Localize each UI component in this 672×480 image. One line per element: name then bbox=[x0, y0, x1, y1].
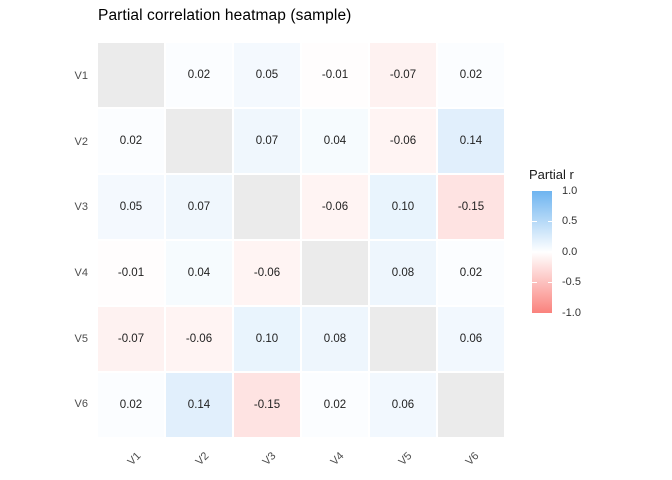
heatmap-cell-na bbox=[302, 241, 368, 305]
heatmap-cell: 0.07 bbox=[166, 175, 232, 239]
colorbar-tick bbox=[532, 220, 537, 223]
y-axis-label: V6 bbox=[74, 398, 88, 411]
heatmap-cell: -0.06 bbox=[302, 175, 368, 239]
heatmap-cell: 0.07 bbox=[234, 109, 300, 173]
heatmap-cell-na bbox=[166, 109, 232, 173]
heatmap-cell: 0.06 bbox=[438, 307, 504, 371]
heatmap-cell: 0.14 bbox=[166, 373, 232, 437]
heatmap-cell: -0.15 bbox=[234, 373, 300, 437]
legend-tick-label: 0.5 bbox=[562, 215, 578, 227]
legend-tick-label: 1.0 bbox=[562, 184, 578, 197]
heatmap-cell: 0.08 bbox=[302, 307, 368, 371]
heatmap-cell: 0.06 bbox=[370, 373, 436, 437]
y-axis-label: V2 bbox=[74, 135, 88, 148]
heatmap-cell: 0.02 bbox=[302, 373, 368, 437]
heatmap-cell: 0.04 bbox=[166, 241, 232, 305]
heatmap-cell: -0.01 bbox=[98, 241, 164, 305]
legend-tick-label: -1.0 bbox=[562, 306, 581, 319]
heatmap-panel: 0.02 0.05 -0.01 -0.07 0.02 0.02 0.07 0.04 -0.06 0… bbox=[98, 43, 504, 437]
heatmap-cell: 0.10 bbox=[234, 307, 300, 371]
heatmap-cell: 0.05 bbox=[234, 43, 300, 107]
heatmap-cell: 0.02 bbox=[166, 43, 232, 107]
heatmap-cell-na bbox=[370, 307, 436, 371]
colorbar-tick bbox=[547, 281, 552, 284]
colorbar-tick bbox=[532, 281, 537, 284]
heatmap-cell: -0.07 bbox=[98, 307, 164, 371]
heatmap-cell-na bbox=[98, 43, 164, 107]
heatmap-cell: -0.06 bbox=[370, 109, 436, 173]
y-axis-label: V4 bbox=[74, 266, 88, 279]
heatmap-cell: 0.04 bbox=[302, 109, 368, 173]
legend-tick-label: 0.0 bbox=[562, 245, 578, 258]
heatmap-cell-na bbox=[438, 373, 504, 437]
colorbar-tick bbox=[547, 220, 552, 223]
heatmap-cell: -0.01 bbox=[302, 43, 368, 107]
y-axis-label: V3 bbox=[74, 201, 88, 214]
heatmap-cell-na bbox=[234, 175, 300, 239]
heatmap-cell: 0.10 bbox=[370, 175, 436, 239]
heatmap-cell: 0.02 bbox=[98, 373, 164, 437]
heatmap-cell: 0.02 bbox=[438, 241, 504, 305]
colorbar-tick bbox=[547, 251, 552, 253]
heatmap-cell: -0.06 bbox=[234, 241, 300, 305]
y-axis-label: V1 bbox=[74, 69, 88, 82]
y-axis-label: V5 bbox=[74, 332, 88, 345]
heatmap-cell: -0.15 bbox=[438, 175, 504, 239]
chart-title: Partial correlation heatmap (sample) bbox=[98, 7, 352, 24]
heatmap-cell: 0.02 bbox=[438, 43, 504, 107]
heatmap-cell: -0.07 bbox=[370, 43, 436, 107]
heatmap-cell: -0.06 bbox=[166, 307, 232, 371]
colorbar-tick bbox=[532, 251, 537, 253]
heatmap-cell: 0.08 bbox=[370, 241, 436, 305]
heatmap-cell: 0.02 bbox=[98, 109, 164, 173]
legend-colorbar bbox=[532, 191, 552, 313]
heatmap-cell: 0.14 bbox=[438, 109, 504, 173]
heatmap-cell: 0.05 bbox=[98, 175, 164, 239]
legend-tick-label: -0.5 bbox=[562, 276, 581, 288]
legend-title: Partial r bbox=[529, 167, 574, 182]
